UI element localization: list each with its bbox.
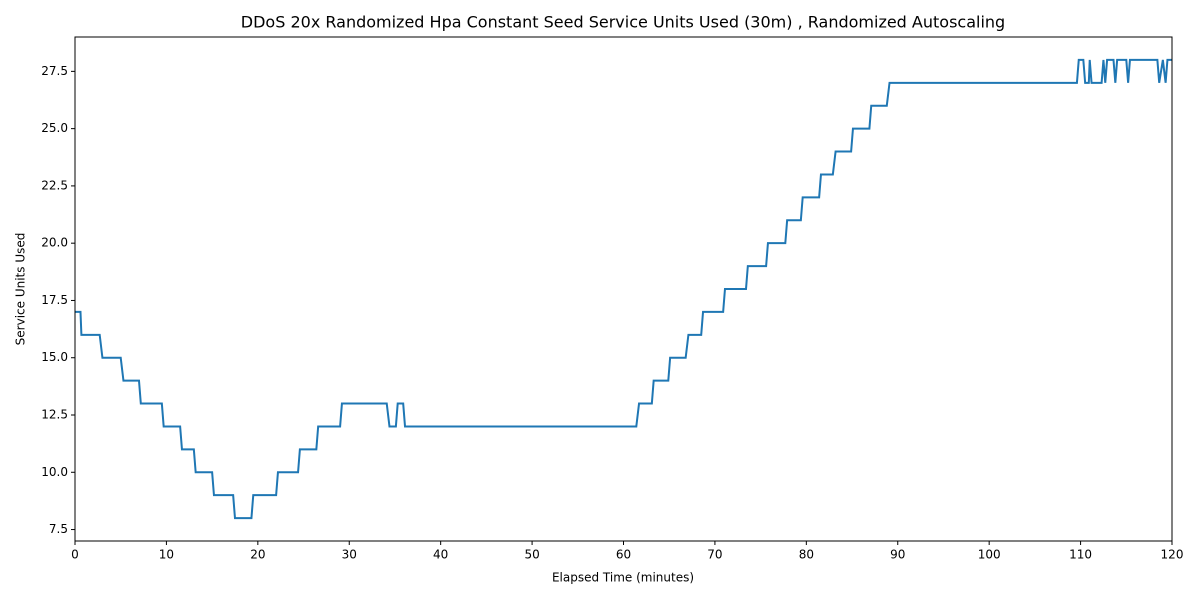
x-tick-label: 20: [250, 548, 265, 562]
y-tick-label: 25.0: [41, 121, 68, 135]
y-tick-label: 22.5: [41, 178, 68, 192]
x-tick-label: 50: [524, 548, 539, 562]
x-tick-label: 60: [616, 548, 631, 562]
y-tick-label: 12.5: [41, 408, 68, 422]
x-tick-label: 80: [799, 548, 814, 562]
x-tick-label: 10: [159, 548, 174, 562]
y-tick-label: 17.5: [41, 293, 68, 307]
x-tick-label: 0: [71, 548, 79, 562]
x-tick-label: 40: [433, 548, 448, 562]
x-tick-label: 120: [1161, 548, 1184, 562]
x-tick-label: 30: [342, 548, 357, 562]
x-axis-label: Elapsed Time (minutes): [552, 571, 694, 585]
x-tick-label: 70: [707, 548, 722, 562]
x-tick-label: 90: [890, 548, 905, 562]
data-line: [75, 58, 1172, 520]
y-tick-label: 27.5: [41, 64, 68, 78]
y-tick-label: 15.0: [41, 350, 68, 364]
y-axis-label: Service Units Used: [14, 233, 28, 346]
y-tick-label: 20.0: [41, 236, 68, 250]
y-tick-label: 10.0: [41, 465, 68, 479]
plot-frame: [74, 36, 1173, 542]
x-tick-label: 110: [1069, 548, 1092, 562]
x-tick-label: 100: [978, 548, 1001, 562]
chart-title: DDoS 20x Randomized Hpa Constant Seed Se…: [241, 13, 1005, 32]
y-tick-label: 7.5: [49, 522, 68, 536]
